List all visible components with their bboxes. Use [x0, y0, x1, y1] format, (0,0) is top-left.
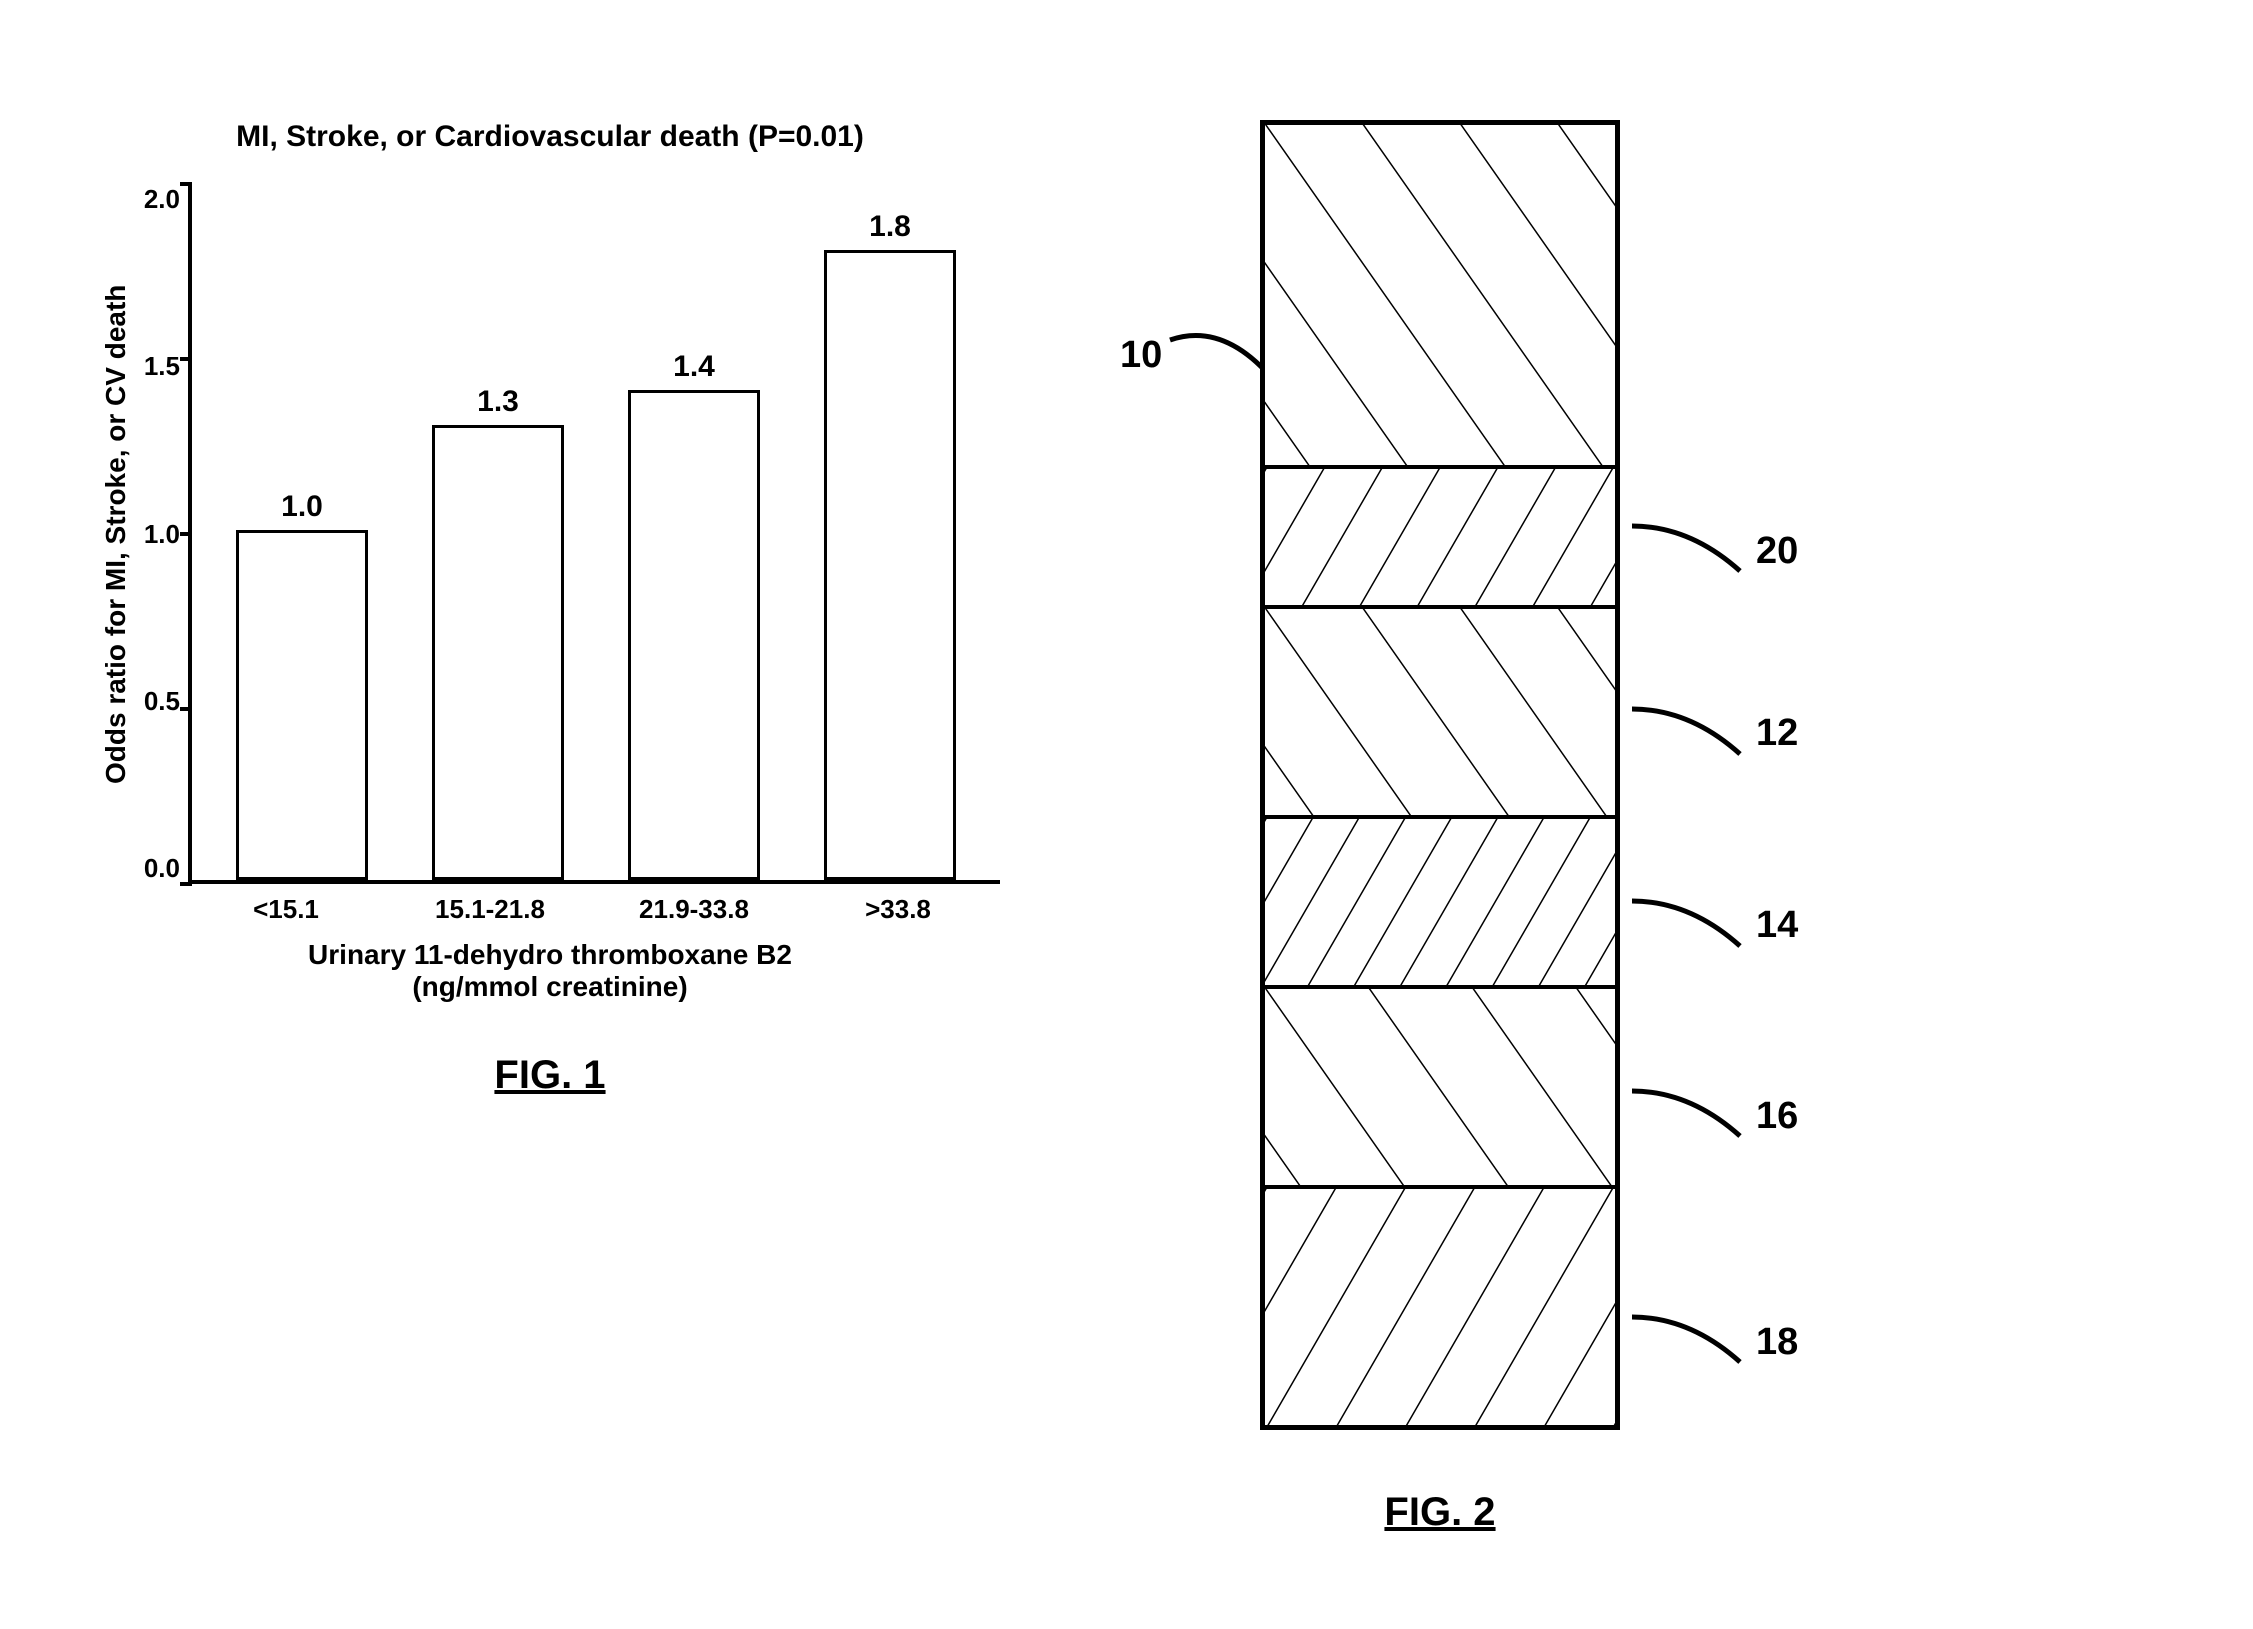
fig2-layer — [1265, 125, 1615, 465]
fig2-callout: 18 — [1630, 1307, 1798, 1377]
callout-leader-icon — [1630, 699, 1750, 769]
fig2-layer — [1265, 985, 1615, 1185]
fig2-callout-number: 16 — [1756, 1095, 1798, 1138]
figure-layout: MI, Stroke, or Cardiovascular death (P=0… — [40, 40, 2213, 1535]
fig2-strip-container: 2012141618 — [1260, 120, 1620, 1430]
fig1-ytick: 2.0 — [144, 184, 180, 215]
fig2-layer — [1265, 815, 1615, 985]
callout-leader-icon — [1630, 891, 1750, 961]
fig1-xaxis-label-line2: (ng/mmol creatinine) — [412, 971, 687, 1002]
fig1-ytick-mark — [180, 532, 192, 536]
fig2-callout-number: 20 — [1756, 530, 1798, 573]
fig1-ytick-mark — [180, 182, 192, 186]
fig1-bar — [628, 390, 759, 880]
fig1-ytick-mark — [180, 882, 192, 886]
fig1-bar-value-label: 1.8 — [869, 210, 911, 244]
fig1-title: MI, Stroke, or Cardiovascular death (P=0… — [100, 120, 1000, 154]
fig2-callout: 16 — [1630, 1081, 1798, 1151]
fig1-bar — [824, 250, 955, 880]
fig2-layer — [1265, 465, 1615, 605]
fig1-xtick: 15.1-21.8 — [400, 894, 580, 925]
callout-leader-icon — [1630, 1081, 1750, 1151]
fig1-ytick: 1.5 — [144, 351, 180, 382]
fig2-layer — [1265, 1185, 1615, 1425]
fig1-ytick: 0.5 — [144, 686, 180, 717]
fig2: 10 2012141618 FIG. 2 — [1260, 120, 1620, 1535]
hatch-icon — [1265, 469, 1615, 605]
fig1-bar-value-label: 1.3 — [477, 385, 519, 419]
hatch-icon — [1265, 819, 1615, 985]
fig1-ytick-mark — [180, 357, 192, 361]
fig1-bar-value-label: 1.0 — [281, 490, 323, 524]
fig1-bar-value-label: 1.4 — [673, 350, 715, 384]
fig1-bar-wrap: 1.4 — [608, 350, 780, 880]
fig2-reference-label: 10 — [1120, 320, 1282, 390]
fig1-xticks: <15.1 15.1-21.8 21.9-33.8 >33.8 — [184, 894, 1000, 925]
fig2-reference-number: 10 — [1120, 334, 1162, 377]
fig2-layer — [1265, 605, 1615, 815]
fig2-callout-number: 12 — [1756, 712, 1798, 755]
fig1-xtick: >33.8 — [808, 894, 988, 925]
fig1-bar-wrap: 1.3 — [412, 385, 584, 880]
fig2-strip — [1260, 120, 1620, 1430]
hatch-icon — [1265, 989, 1615, 1185]
fig1-caption: FIG. 1 — [100, 1053, 1000, 1098]
fig2-callout: 20 — [1630, 516, 1798, 586]
fig1-bar-wrap: 1.8 — [804, 210, 976, 880]
fig2-caption: FIG. 2 — [1260, 1490, 1620, 1535]
fig1-bar-wrap: 1.0 — [216, 490, 388, 880]
hatch-icon — [1265, 1189, 1615, 1425]
fig1-xtick: <15.1 — [196, 894, 376, 925]
fig1: MI, Stroke, or Cardiovascular death (P=0… — [100, 120, 1000, 1098]
fig2-callout: 12 — [1630, 699, 1798, 769]
fig1-plot-area: 1.0 1.3 1.4 1.8 — [188, 184, 1000, 884]
fig1-bar — [432, 425, 563, 880]
fig1-chart-box: Odds ratio for MI, Stroke, or CV death 2… — [100, 184, 1000, 884]
callout-leader-icon — [1630, 516, 1750, 586]
fig1-xtick: 21.9-33.8 — [604, 894, 784, 925]
fig2-callout: 14 — [1630, 891, 1798, 961]
fig1-yaxis-label: Odds ratio for MI, Stroke, or CV death — [100, 184, 132, 884]
fig1-bar — [236, 530, 367, 880]
fig1-ytick: 1.0 — [144, 519, 180, 550]
fig2-callout-number: 18 — [1756, 1321, 1798, 1364]
fig1-ytick: 0.0 — [144, 853, 180, 884]
hatch-icon — [1265, 609, 1615, 815]
fig1-ytick-mark — [180, 707, 192, 711]
callout-leader-icon — [1630, 1307, 1750, 1377]
hatch-icon — [1265, 125, 1615, 465]
fig1-xaxis-label-line1: Urinary 11-dehydro thromboxane B2 — [308, 939, 792, 970]
fig1-xaxis-label: Urinary 11-dehydro thromboxane B2 (ng/mm… — [100, 939, 1000, 1003]
fig2-callout-number: 14 — [1756, 904, 1798, 947]
